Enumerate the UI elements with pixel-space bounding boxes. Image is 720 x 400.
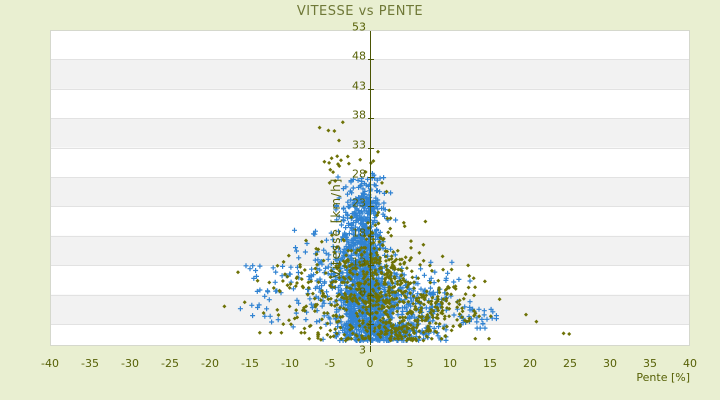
x-tick-label: -30 xyxy=(121,357,139,370)
y-axis-title: Vitesse [km/h] xyxy=(329,177,343,279)
x-tick-label: 30 xyxy=(603,357,617,370)
y-tick-label: 8 xyxy=(359,285,366,299)
x-tick-label: 10 xyxy=(443,357,457,370)
y-tick-label: 23 xyxy=(352,196,366,210)
x-tick-label: -25 xyxy=(161,357,179,370)
y-tick-label: 3 xyxy=(359,343,366,357)
x-tick-label: -10 xyxy=(281,357,299,370)
y-tick-label: 38 xyxy=(352,108,366,122)
x-tick-label: -20 xyxy=(201,357,219,370)
y-tick-label: 28 xyxy=(352,167,366,181)
y-tick-label: 18 xyxy=(352,226,366,240)
y-tick-label: 43 xyxy=(352,79,366,93)
x-tick-label: -40 xyxy=(41,357,59,370)
x-tick-label: 15 xyxy=(483,357,497,370)
y-tick-label: 13 xyxy=(352,255,366,269)
x-axis-title: Pente [%] xyxy=(636,371,690,384)
x-tick-label: -5 xyxy=(324,357,336,370)
x-tick-label: 5 xyxy=(406,357,414,370)
chart-title: VITESSE vs PENTE xyxy=(296,4,424,19)
x-tick-label: 0 xyxy=(366,357,374,370)
vitesse-points-olive xyxy=(222,120,572,343)
x-tick-label: -35 xyxy=(81,357,99,370)
x-tick-label: 20 xyxy=(523,357,537,370)
y-tick-label: 53 xyxy=(352,20,366,34)
y-tick-label: 33 xyxy=(352,138,366,152)
x-tick-label: 40 xyxy=(683,357,697,370)
x-tick-label: 35 xyxy=(643,357,657,370)
x-tick-label: 25 xyxy=(563,357,577,370)
x-tick-label: -15 xyxy=(241,357,259,370)
y-tick-label: 48 xyxy=(352,49,366,63)
